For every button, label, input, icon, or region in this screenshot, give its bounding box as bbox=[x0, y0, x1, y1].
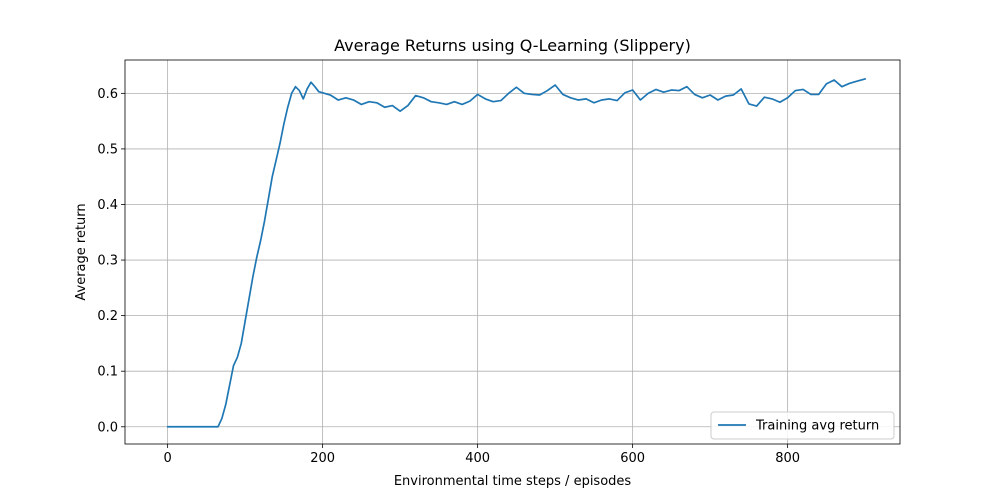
y-tick-label: 0.6 bbox=[97, 87, 118, 102]
chart-title: Average Returns using Q-Learning (Slippe… bbox=[334, 36, 691, 55]
tick-layer: 0 200 400 600 800 0.0 0.1 0.2 0.3 0.4 0.5 0.6 bbox=[97, 87, 800, 466]
y-tick-label: 0.3 bbox=[97, 254, 118, 269]
y-tick-label: 0.1 bbox=[97, 365, 118, 380]
x-tick-label: 0 bbox=[163, 451, 171, 466]
x-tick-label: 800 bbox=[775, 451, 800, 466]
series-layer bbox=[166, 78, 866, 428]
y-axis-label: Average return bbox=[74, 203, 89, 300]
y-tick-label: 0.5 bbox=[97, 142, 118, 157]
x-tick-label: 400 bbox=[465, 451, 490, 466]
legend-label: Training avg return bbox=[755, 419, 879, 434]
grid-layer bbox=[125, 60, 900, 444]
x-axis-label: Environmental time steps / episodes bbox=[394, 474, 632, 489]
plot-area-frame bbox=[124, 59, 901, 445]
legend-box bbox=[710, 411, 895, 440]
y-tick-label: 0.4 bbox=[97, 198, 118, 213]
y-tick-label: 0.2 bbox=[97, 309, 118, 324]
x-tick-label: 600 bbox=[620, 451, 645, 466]
legend: Training avg return bbox=[710, 411, 895, 440]
y-tick-label: 0.0 bbox=[97, 420, 118, 435]
x-tick-label: 200 bbox=[310, 451, 335, 466]
series-line bbox=[166, 78, 866, 428]
